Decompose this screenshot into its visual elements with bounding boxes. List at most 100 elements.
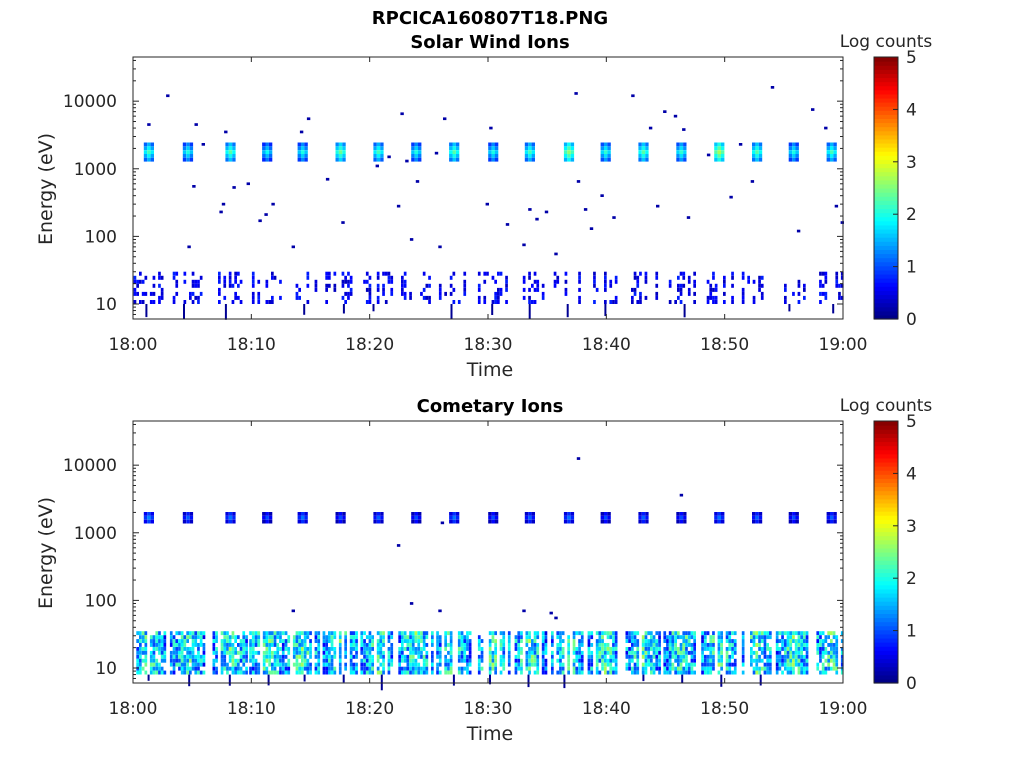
band-cell bbox=[262, 639, 266, 643]
band-cell bbox=[411, 639, 415, 643]
band-cell bbox=[792, 650, 795, 655]
colorbar-segment bbox=[874, 126, 898, 132]
colorbar-segment bbox=[874, 592, 898, 598]
colorbar-segment bbox=[874, 302, 898, 308]
band-cell bbox=[647, 658, 650, 663]
band-cell bbox=[593, 271, 596, 276]
band-cell bbox=[797, 650, 801, 655]
band-cell bbox=[655, 643, 659, 647]
band-cell bbox=[536, 283, 540, 288]
band-cell bbox=[220, 654, 224, 659]
band-cell bbox=[525, 658, 529, 663]
band-cell bbox=[731, 650, 734, 655]
beam-cell bbox=[414, 150, 418, 154]
band-cell bbox=[401, 654, 404, 659]
band-cell bbox=[747, 279, 750, 284]
band-cell bbox=[273, 639, 277, 643]
band-cell bbox=[422, 271, 426, 276]
band-cell bbox=[760, 650, 764, 655]
band-cell bbox=[457, 639, 461, 643]
band-cell bbox=[507, 670, 511, 675]
band-cell bbox=[420, 654, 423, 659]
beam-cell bbox=[795, 157, 799, 162]
band-cell bbox=[371, 670, 374, 675]
beam-cell bbox=[752, 519, 756, 524]
band-cell bbox=[152, 300, 156, 304]
band-cell bbox=[468, 650, 472, 655]
band-cell bbox=[371, 635, 374, 640]
band-cell bbox=[152, 647, 156, 651]
band-cell bbox=[805, 631, 809, 636]
beam-cell bbox=[758, 512, 763, 516]
band-cell bbox=[522, 275, 526, 280]
band-cell bbox=[832, 643, 836, 647]
beam-cell bbox=[455, 512, 460, 516]
beam-cell bbox=[297, 142, 301, 147]
band-cell bbox=[693, 647, 696, 651]
band-cell bbox=[752, 279, 756, 284]
data-point bbox=[549, 611, 553, 615]
band-cell bbox=[652, 647, 656, 651]
band-cell bbox=[497, 271, 500, 276]
band-cell bbox=[317, 666, 321, 671]
band-cell bbox=[175, 662, 179, 667]
band-cell bbox=[281, 647, 285, 651]
band-cell bbox=[797, 666, 801, 671]
colorbar-tick-label: 0 bbox=[906, 674, 917, 694]
axis-layer: 18:00 18:10 18:20 18:30 18:40 18:50 19:0010100… bbox=[63, 421, 868, 719]
band-cell bbox=[502, 658, 506, 663]
band-cell bbox=[477, 658, 481, 663]
band-cell bbox=[690, 666, 694, 671]
band-cell bbox=[821, 662, 825, 667]
band-cell bbox=[368, 291, 372, 296]
colorbar-segment bbox=[874, 478, 898, 483]
band-cell bbox=[650, 662, 653, 667]
band-cell bbox=[273, 670, 277, 675]
band-cell bbox=[835, 654, 839, 659]
band-cell bbox=[706, 654, 710, 659]
beam-cell bbox=[830, 515, 834, 520]
band-cell bbox=[789, 650, 793, 655]
band-cell bbox=[741, 647, 745, 651]
band-cell bbox=[816, 650, 820, 655]
band-cell bbox=[245, 639, 248, 643]
band-cell bbox=[650, 666, 653, 671]
band-cell bbox=[314, 631, 318, 636]
band-cell bbox=[578, 643, 581, 647]
band-cell bbox=[287, 639, 291, 643]
band-cell bbox=[647, 631, 650, 636]
colorbar-segment bbox=[874, 237, 898, 242]
band-cell bbox=[172, 643, 176, 647]
band-cell bbox=[551, 654, 554, 659]
band-cell bbox=[631, 650, 634, 655]
band-cell bbox=[149, 639, 153, 643]
band-cell bbox=[477, 643, 481, 647]
band-cell bbox=[325, 643, 328, 647]
band-cell bbox=[420, 647, 423, 651]
band-cell bbox=[494, 631, 497, 636]
band-cell bbox=[228, 654, 232, 659]
band-cell bbox=[763, 631, 767, 636]
band-cell bbox=[223, 643, 227, 647]
band-cell bbox=[733, 650, 737, 655]
band-cell bbox=[376, 650, 380, 655]
band-cell bbox=[663, 670, 667, 675]
band-cell bbox=[663, 654, 667, 659]
band-cell bbox=[368, 639, 372, 643]
band-cell bbox=[687, 639, 691, 643]
beam-cell bbox=[755, 150, 759, 154]
band-cell bbox=[368, 275, 372, 280]
band-cell bbox=[276, 631, 280, 636]
beam-cell bbox=[528, 157, 532, 162]
band-streak bbox=[228, 674, 231, 686]
band-cell bbox=[438, 654, 442, 659]
colorbar-segment bbox=[874, 654, 898, 660]
beam-cell bbox=[232, 142, 236, 147]
x-tick-label: 18:20 bbox=[345, 699, 394, 719]
band-cell bbox=[671, 643, 675, 647]
band-cell bbox=[805, 647, 809, 651]
band-cell bbox=[344, 631, 347, 636]
band-cell bbox=[567, 643, 570, 647]
band-cell bbox=[309, 654, 312, 659]
band-cell bbox=[679, 300, 683, 304]
